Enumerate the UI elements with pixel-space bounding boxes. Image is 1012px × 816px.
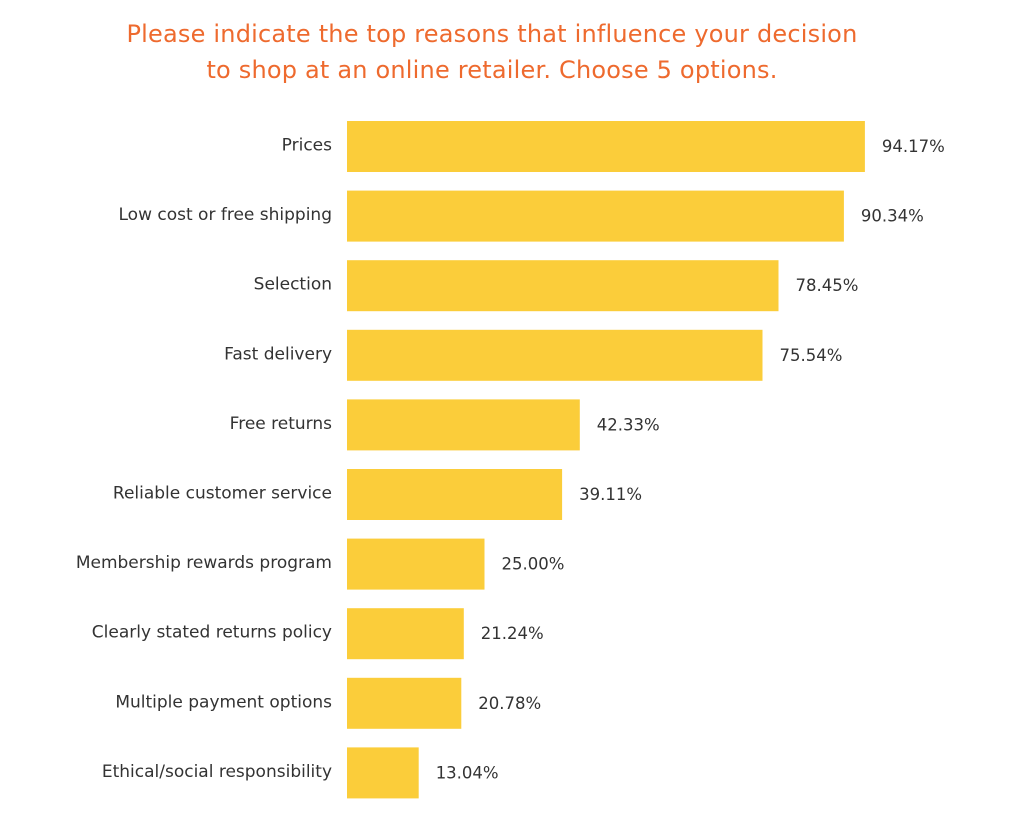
value-label-2: 78.45% <box>796 276 859 295</box>
category-label-3: Fast delivery <box>224 344 332 364</box>
category-label-8: Multiple payment options <box>115 692 332 712</box>
category-label-2: Selection <box>254 275 332 295</box>
bar-4 <box>347 399 580 451</box>
bar-6 <box>347 538 485 590</box>
value-label-9: 13.04% <box>436 763 499 782</box>
bar-1 <box>347 190 844 242</box>
category-labels-layer: Prices Low cost or free shipping Selection… <box>76 136 332 782</box>
category-label-1: Low cost or free shipping <box>119 205 333 225</box>
category-label-7: Clearly stated returns policy <box>92 623 332 643</box>
value-label-8: 20.78% <box>478 694 541 713</box>
value-label-0: 94.17% <box>882 137 945 156</box>
bar-8 <box>347 677 462 729</box>
value-label-7: 21.24% <box>481 624 544 643</box>
category-label-4: Free returns <box>230 414 332 434</box>
value-label-4: 42.33% <box>597 415 660 434</box>
chart-title-line-2: to shop at an online retailer. Choose 5 … <box>206 56 778 84</box>
value-label-5: 39.11% <box>579 485 642 504</box>
category-label-5: Reliable customer service <box>113 484 332 504</box>
bars-layer <box>347 121 865 799</box>
bar-9 <box>347 747 419 799</box>
category-label-9: Ethical/social responsibility <box>102 762 332 782</box>
value-labels-layer: 94.17% 90.34% 78.45% 75.54% 42.33% 39.11% 25.0… <box>436 137 945 782</box>
bar-3 <box>347 329 763 381</box>
bar-7 <box>347 608 464 660</box>
value-label-6: 25.00% <box>502 555 565 574</box>
bar-2 <box>347 260 779 312</box>
bar-5 <box>347 469 563 520</box>
category-label-0: Prices <box>282 136 332 156</box>
value-label-1: 90.34% <box>861 207 924 226</box>
value-label-3: 75.54% <box>780 346 843 365</box>
chart-title: Please indicate the top reasons that inf… <box>0 16 984 88</box>
chart-title-line-1: Please indicate the top reasons that inf… <box>126 20 858 48</box>
bar-0 <box>347 121 865 172</box>
category-label-6: Membership rewards program <box>76 553 332 573</box>
